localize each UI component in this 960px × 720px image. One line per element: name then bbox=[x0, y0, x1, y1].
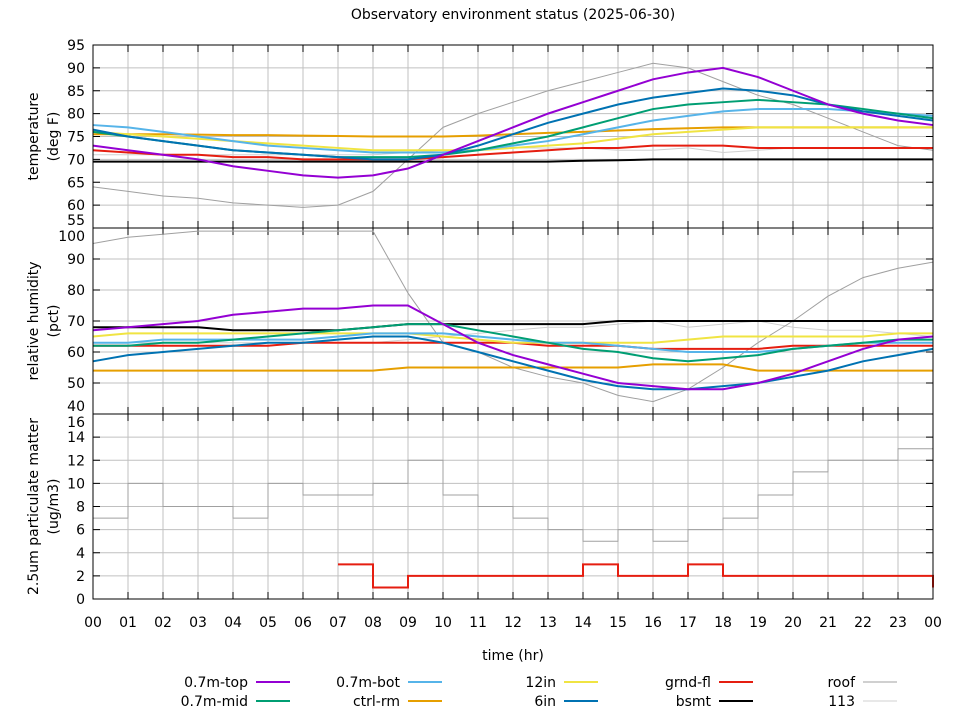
x-tick-label: 01 bbox=[119, 615, 137, 631]
plot-frame bbox=[92, 413, 934, 600]
x-tick-label: 10 bbox=[434, 615, 452, 631]
y-tick-label: 60 bbox=[67, 198, 85, 214]
x-tick-label: 08 bbox=[364, 615, 382, 631]
y-tick-label: 10 bbox=[67, 476, 85, 492]
x-tick-label: 00 bbox=[924, 615, 942, 631]
y-tick-label: 90 bbox=[67, 252, 85, 268]
y-tick-label: 65 bbox=[67, 175, 85, 191]
legend-label-s113: 113 bbox=[828, 694, 855, 710]
legend-label-roof: roof bbox=[827, 675, 856, 691]
y-axis-label: relative humidity bbox=[26, 261, 42, 380]
x-tick-label: 00 bbox=[84, 615, 102, 631]
y-tick-label: 95 bbox=[67, 38, 85, 54]
x-tick-label: 18 bbox=[714, 615, 732, 631]
x-tick-label: 23 bbox=[889, 615, 907, 631]
x-tick-label: 19 bbox=[749, 615, 767, 631]
x-tick-label: 07 bbox=[329, 615, 347, 631]
legend-label-grnd: grnd-fl bbox=[665, 675, 711, 691]
y-tick-label: 75 bbox=[67, 130, 85, 146]
series-line-mid bbox=[93, 323, 933, 363]
y-tick-label: 4 bbox=[76, 546, 85, 562]
x-tick-label: 03 bbox=[189, 615, 207, 631]
series-line-ctrl bbox=[93, 363, 933, 372]
x-tick-label: 04 bbox=[224, 615, 242, 631]
series-line-bot bbox=[92, 108, 934, 154]
x-axis-label: time (hr) bbox=[482, 648, 544, 664]
legend-label-ctrl: ctrl-rm bbox=[353, 694, 400, 710]
series-line-roof bbox=[93, 448, 933, 542]
y-tick-label: 40 bbox=[67, 399, 85, 415]
y-axis-label: 2.5um particulate matter bbox=[26, 418, 42, 595]
x-tick-label: 16 bbox=[644, 615, 662, 631]
series-line-top bbox=[92, 304, 934, 391]
y-axis-unit: (ug/m3) bbox=[46, 479, 62, 535]
y-tick-label: 6 bbox=[76, 523, 85, 539]
legend-label-in12: 12in bbox=[525, 675, 556, 691]
y-tick-label: 85 bbox=[67, 84, 85, 100]
series-line-s113 bbox=[93, 320, 934, 344]
y-tick-label: 14 bbox=[67, 430, 85, 446]
y-tick-label: 12 bbox=[67, 453, 85, 469]
legend-label-bsmt: bsmt bbox=[676, 694, 712, 710]
y-tick-label: 70 bbox=[67, 152, 85, 168]
series-line-grnd bbox=[92, 144, 933, 161]
y-tick-label: 100 bbox=[58, 229, 85, 245]
y-tick-label: 2 bbox=[76, 569, 85, 585]
y-tick-label: 60 bbox=[67, 345, 85, 361]
x-tick-label: 14 bbox=[574, 615, 592, 631]
chart-title: Observatory environment status (2025-06-… bbox=[351, 7, 675, 23]
x-tick-label: 13 bbox=[539, 615, 557, 631]
y-tick-label: 70 bbox=[67, 314, 85, 330]
x-tick-label: 17 bbox=[679, 615, 697, 631]
series-line-roof bbox=[92, 62, 934, 208]
y-tick-label: 0 bbox=[76, 592, 85, 608]
x-tick-label: 15 bbox=[609, 615, 627, 631]
y-axis-unit: (deg F) bbox=[46, 112, 62, 162]
series-line-in6 bbox=[92, 87, 934, 161]
series-line-top bbox=[92, 66, 934, 179]
legend-label-bot: 0.7m-bot bbox=[336, 675, 400, 691]
y-axis-label: temperature bbox=[26, 93, 42, 181]
x-tick-label: 22 bbox=[854, 615, 872, 631]
y-tick-label: 8 bbox=[76, 500, 85, 516]
legend-label-mid: 0.7m-mid bbox=[181, 694, 248, 710]
y-tick-label: 80 bbox=[67, 107, 85, 123]
y-tick-label: 55 bbox=[67, 213, 85, 229]
y-tick-label: 50 bbox=[67, 376, 85, 392]
x-tick-label: 21 bbox=[819, 615, 837, 631]
y-tick-label: 16 bbox=[67, 415, 85, 431]
x-tick-label: 11 bbox=[469, 615, 487, 631]
legend-label-in6: 6in bbox=[534, 694, 556, 710]
series-line-in12 bbox=[92, 332, 933, 344]
y-axis-unit: (pct) bbox=[46, 305, 62, 338]
series-line-grnd bbox=[338, 563, 934, 589]
x-tick-label: 06 bbox=[294, 615, 312, 631]
y-tick-label: 90 bbox=[67, 61, 85, 77]
series-line-in6 bbox=[92, 335, 934, 391]
series-line-bsmt bbox=[93, 158, 933, 163]
legend-label-top: 0.7m-top bbox=[184, 675, 248, 691]
x-tick-label: 12 bbox=[504, 615, 522, 631]
panel-1: 40 50 60 70 80 90 100 relative humidity (pct) bbox=[26, 227, 934, 415]
y-tick-label: 80 bbox=[67, 283, 85, 299]
x-tick-label: 09 bbox=[399, 615, 417, 631]
legend: 0.7m-top 0.7m-mid 0.7m-bot ctrl-rm 12in 6in gr… bbox=[181, 675, 897, 710]
x-tick-label: 02 bbox=[154, 615, 172, 631]
x-tick-label: 05 bbox=[259, 615, 277, 631]
series-line-bsmt bbox=[93, 320, 933, 332]
x-tick-label: 20 bbox=[784, 615, 802, 631]
